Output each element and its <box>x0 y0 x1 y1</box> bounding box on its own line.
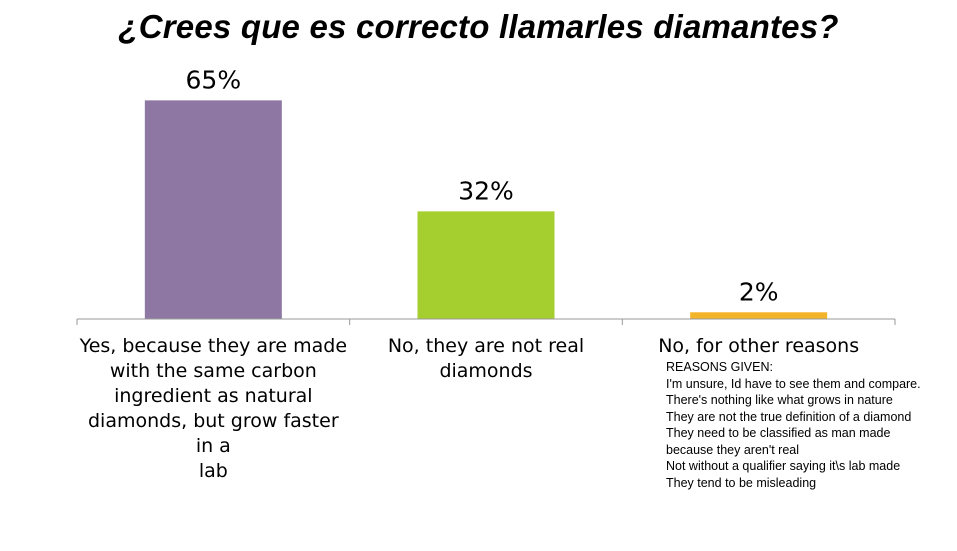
reason-item: There's nothing like what grows in natur… <box>666 393 893 407</box>
category-label-line: lab <box>198 460 228 482</box>
bar-2 <box>417 211 555 319</box>
category-label-line: diamonds, but grow faster in a <box>88 410 339 457</box>
chart-title: ¿Crees que es correcto llamarles diamant… <box>118 8 839 45</box>
reasons-heading: REASONS GIVEN: <box>666 360 773 374</box>
data-label-2: 32% <box>458 176 514 205</box>
category-label-line: ingredient as natural <box>114 385 313 407</box>
reason-item: Not without a qualifier saying it\s lab … <box>666 459 901 473</box>
category-label-2: No, they are not real diamonds <box>350 334 622 384</box>
category-label-line: No, they are not real <box>387 335 585 357</box>
reason-item: They need to be classified as man made b… <box>666 426 891 457</box>
category-label-1: Yes, because they are made with the same … <box>77 334 349 484</box>
data-label-3: 2% <box>739 277 779 306</box>
bar-3 <box>690 312 828 319</box>
category-label-line: with the same carbon <box>109 360 317 382</box>
category-label-line: Yes, because they are made <box>79 335 348 357</box>
category-label-3: No, for other reasons <box>623 334 895 359</box>
category-label-line: No, for other reasons <box>658 335 860 357</box>
reasons-panel: REASONS GIVEN: I'm unsure, Id have to se… <box>666 359 926 491</box>
bar-1 <box>144 100 282 319</box>
reason-item: They are not the true definition of a di… <box>666 409 912 424</box>
reason-item: They tend to be misleading <box>666 475 817 490</box>
reason-item: I'm unsure, Id have to see them and comp… <box>666 376 921 391</box>
category-label-line: diamonds <box>439 360 533 382</box>
data-label-1: 65% <box>186 65 242 94</box>
